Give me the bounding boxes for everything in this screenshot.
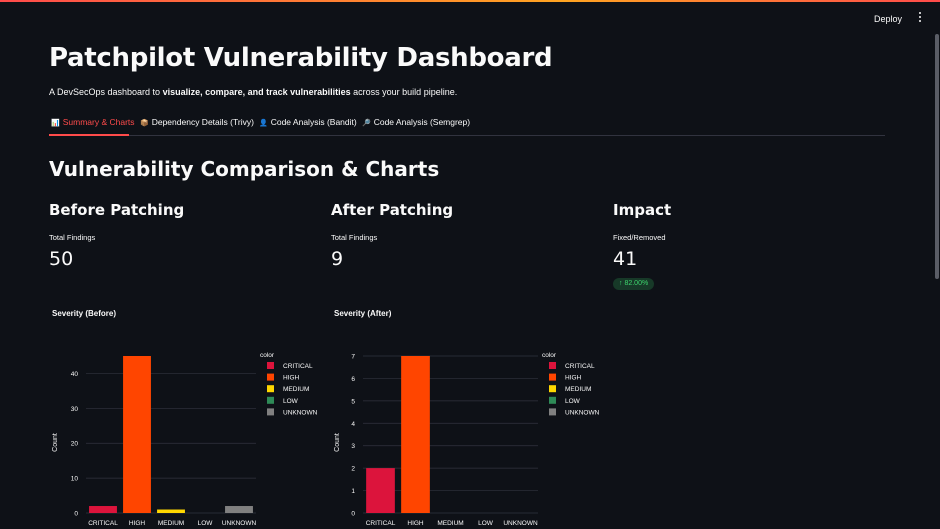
y-tick-label: 40 bbox=[71, 371, 79, 378]
y-tick-label: 0 bbox=[74, 511, 78, 518]
tab-code-analysis-bandit[interactable]: 👤 Code Analysis (Bandit) bbox=[259, 117, 357, 127]
legend-title: color bbox=[260, 352, 275, 359]
legend-swatch-critical bbox=[267, 362, 274, 369]
y-tick-label: 5 bbox=[351, 398, 355, 405]
main-menu-icon[interactable] bbox=[913, 10, 927, 28]
bar-chart-icon: 📊 bbox=[51, 120, 60, 127]
bar-high bbox=[401, 356, 430, 513]
legend-item-critical: CRITICAL bbox=[565, 363, 595, 370]
bar-critical bbox=[89, 506, 117, 513]
chart-after-title: Severity (After) bbox=[334, 309, 392, 318]
page-title: Patchpilot Vulnerability Dashboard bbox=[49, 43, 553, 73]
section-title: Vulnerability Comparison & Charts bbox=[49, 157, 440, 181]
bar-critical bbox=[366, 468, 395, 513]
y-tick-label: 1 bbox=[351, 488, 355, 495]
top-decoration-bar bbox=[0, 0, 940, 2]
x-tick-label: MEDIUM bbox=[158, 520, 184, 527]
after-metric-label: Total Findings bbox=[331, 233, 378, 242]
legend-item-unknown: UNKNOWN bbox=[283, 409, 318, 416]
y-tick-label: 20 bbox=[71, 441, 79, 448]
after-heading: After Patching bbox=[331, 201, 454, 219]
legend-swatch-medium bbox=[549, 385, 556, 393]
y-tick-label: 4 bbox=[351, 421, 355, 428]
tab-dependency-details[interactable]: 📦 Dependency Details (Trivy) bbox=[140, 117, 254, 127]
page-subtitle: A DevSecOps dashboard to visualize, comp… bbox=[49, 87, 458, 97]
scrollbar[interactable] bbox=[935, 34, 939, 279]
bar-unknown bbox=[225, 506, 253, 513]
active-tab-indicator bbox=[49, 134, 129, 136]
impact-metric-label: Fixed/Removed bbox=[613, 233, 666, 242]
legend-swatch-low bbox=[549, 396, 556, 404]
y-tick-label: 0 bbox=[351, 511, 355, 518]
legend-swatch-high bbox=[549, 373, 556, 381]
legend-item-high: HIGH bbox=[283, 375, 300, 382]
x-tick-label: CRITICAL bbox=[88, 520, 118, 527]
after-metric-value: 9 bbox=[331, 248, 344, 270]
y-tick-label: 2 bbox=[351, 466, 355, 473]
tab-summary-charts[interactable]: 📊 Summary & Charts bbox=[51, 117, 135, 127]
x-tick-label: MEDIUM bbox=[437, 520, 463, 527]
legend-item-medium: MEDIUM bbox=[283, 386, 309, 393]
bar-high bbox=[123, 356, 151, 513]
x-tick-label: HIGH bbox=[407, 520, 424, 527]
legend-item-unknown: UNKNOWN bbox=[565, 409, 600, 416]
magnifier-icon: 🔎 bbox=[362, 120, 371, 127]
impact-heading: Impact bbox=[613, 201, 672, 219]
package-icon: 📦 bbox=[140, 120, 149, 127]
y-tick-label: 30 bbox=[71, 406, 79, 413]
legend-swatch-unknown bbox=[549, 408, 556, 416]
legend-item-low: LOW bbox=[565, 398, 581, 405]
y-tick-label: 3 bbox=[351, 443, 355, 450]
x-tick-label: HIGH bbox=[129, 520, 146, 527]
legend-swatch-medium bbox=[267, 385, 274, 393]
legend-item-critical: CRITICAL bbox=[283, 363, 313, 370]
x-tick-label: LOW bbox=[478, 520, 494, 527]
chart-before-title: Severity (Before) bbox=[52, 309, 117, 318]
before-heading: Before Patching bbox=[49, 201, 185, 219]
bandit-icon: 👤 bbox=[259, 120, 268, 127]
before-metric-value: 50 bbox=[49, 248, 74, 270]
legend-swatch-critical bbox=[549, 362, 556, 369]
x-tick-label: CRITICAL bbox=[366, 520, 396, 527]
legend-swatch-high bbox=[267, 373, 274, 381]
before-metric-label: Total Findings bbox=[49, 233, 96, 242]
impact-metric-value: 41 bbox=[613, 248, 638, 270]
y-tick-label: 6 bbox=[351, 376, 355, 383]
bar-medium bbox=[157, 509, 185, 513]
tab-bar: 📊 Summary & Charts 📦 Dependency Details (T… bbox=[49, 111, 885, 136]
legend-item-medium: MEDIUM bbox=[565, 386, 591, 393]
legend-swatch-low bbox=[267, 396, 274, 404]
impact-delta-badge: ↑ 82.00% bbox=[613, 278, 655, 290]
x-tick-label: LOW bbox=[198, 520, 214, 527]
tab-code-analysis-semgrep[interactable]: 🔎 Code Analysis (Semgrep) bbox=[362, 117, 471, 127]
legend-item-low: LOW bbox=[283, 398, 299, 405]
legend-swatch-unknown bbox=[267, 408, 274, 416]
y-tick-label: 7 bbox=[351, 354, 355, 361]
y-axis-label: Count bbox=[334, 433, 341, 452]
legend-title: color bbox=[542, 352, 557, 359]
legend-item-high: HIGH bbox=[565, 375, 582, 382]
x-tick-label: UNKNOWN bbox=[222, 520, 257, 527]
deploy-button[interactable]: Deploy bbox=[874, 14, 903, 24]
y-tick-label: 10 bbox=[71, 476, 79, 483]
x-tick-label: UNKNOWN bbox=[503, 520, 538, 527]
y-axis-label: Count bbox=[52, 433, 59, 452]
